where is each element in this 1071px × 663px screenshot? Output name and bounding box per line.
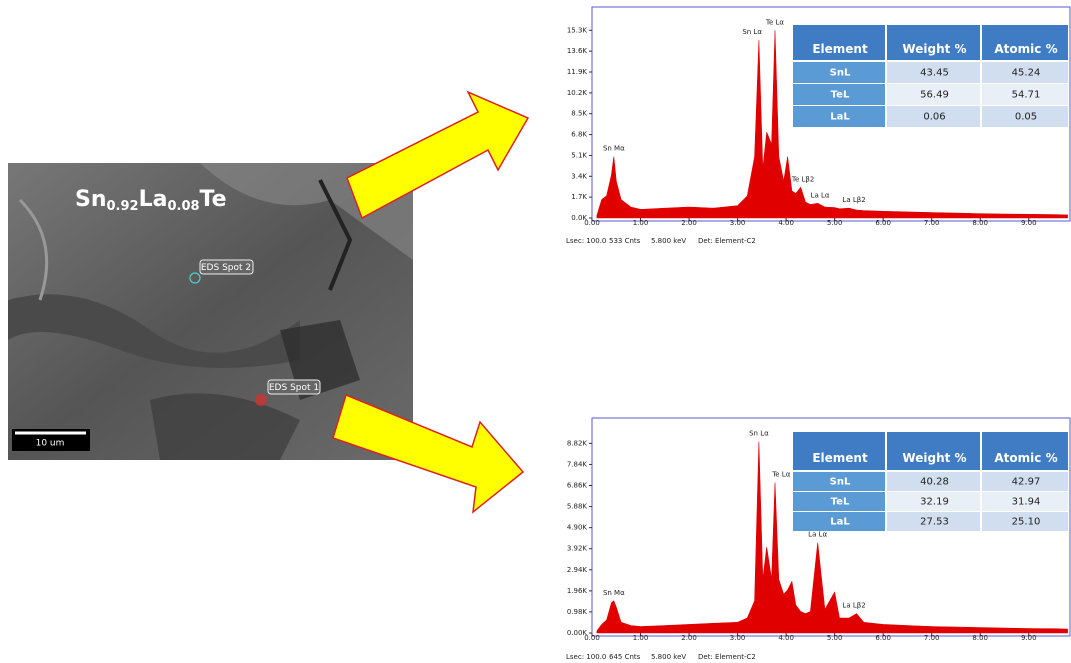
table-text: 43.45 <box>920 68 949 79</box>
footer-text: Det: Element-C2 <box>698 237 756 245</box>
y-tick-label: 8.82K <box>567 439 588 447</box>
table-header: Element <box>812 42 868 56</box>
footer-text: Lsec: 100.0 <box>566 653 606 661</box>
y-tick-label: 4.90K <box>567 524 588 532</box>
peak-label: Te Lα <box>771 471 791 479</box>
peak-label: Te Lα <box>765 18 785 26</box>
x-tick-label: 7.00 <box>924 634 940 642</box>
page: Sn0.92La0.08Te EDS Spot 2 EDS Spot 1 10 … <box>0 0 1071 663</box>
table-text: 31.94 <box>1012 497 1041 508</box>
x-tick-label: 9.00 <box>1021 634 1037 642</box>
scale-bar-label: 10 um <box>36 439 65 449</box>
table-text: TeL <box>831 90 850 101</box>
peak-label: Sn Mα <box>603 589 625 597</box>
table-text: LaL <box>830 517 850 528</box>
y-tick-label: 6.86K <box>567 482 588 490</box>
x-tick-label: 1.00 <box>633 634 649 642</box>
table-text: TeL <box>831 497 850 508</box>
table-header: Weight % <box>902 451 966 465</box>
y-tick-label: 1.96K <box>567 587 588 595</box>
x-tick-label: 5.00 <box>827 219 843 227</box>
footer-text: Lsec: 100.0 <box>566 237 606 245</box>
x-tick-label: 2.00 <box>681 219 697 227</box>
y-tick-label: 7.84K <box>567 460 588 468</box>
table-text: 0.05 <box>1015 112 1037 123</box>
spot-label: EDS Spot 1 <box>269 383 319 393</box>
formula-part: 0.92 <box>107 199 139 214</box>
x-tick-label: 8.00 <box>972 634 988 642</box>
figure: Sn0.92La0.08Te EDS Spot 2 EDS Spot 1 10 … <box>0 0 1071 663</box>
peak-label: La Lβ2 <box>842 196 865 204</box>
x-tick-label: 0.00 <box>584 219 600 227</box>
y-tick-label: 8.5K <box>571 110 587 118</box>
y-tick-label: 10.2K <box>567 89 588 97</box>
table-text: 54.71 <box>1012 90 1041 101</box>
table-text: SnL <box>830 477 851 488</box>
table-header: Weight % <box>902 42 966 56</box>
x-tick-label: 6.00 <box>875 219 891 227</box>
y-tick-label: 5.88K <box>567 503 588 511</box>
arrow <box>347 92 528 218</box>
formula: Sn0.92La0.08Te <box>75 187 227 214</box>
table-text: SnL <box>830 68 851 79</box>
x-tick-label: 0.00 <box>584 634 600 642</box>
y-tick-label: 5.1K <box>571 151 587 159</box>
x-tick-label: 9.00 <box>1021 219 1037 227</box>
formula-part: Te <box>200 187 227 212</box>
y-tick-label: 13.6K <box>567 47 588 55</box>
spot-label: EDS Spot 2 <box>201 263 251 273</box>
peak-label: La Lβ2 <box>842 602 865 610</box>
x-tick-label: 8.00 <box>972 219 988 227</box>
x-tick-label: 6.00 <box>875 634 891 642</box>
footer-text: 5.800 keV <box>651 653 686 661</box>
formula-part: Sn <box>75 187 107 212</box>
formula-part: 0.08 <box>167 199 199 214</box>
formula-part: La <box>139 187 168 212</box>
y-tick-label: 1.7K <box>571 193 587 201</box>
x-tick-label: 4.00 <box>778 219 794 227</box>
y-tick-label: 3.92K <box>567 545 588 553</box>
peak-label: Sn Lα <box>742 28 762 36</box>
y-tick-label: 15.3K <box>567 26 588 34</box>
peak-label: La Lα <box>808 531 827 539</box>
table-text: 42.97 <box>1012 477 1041 488</box>
peak-label: Te Lβ2 <box>791 175 814 183</box>
y-tick-label: 0.98K <box>567 608 588 616</box>
footer-text: Det: Element-C2 <box>698 653 756 661</box>
table-text: LaL <box>830 112 850 123</box>
table-header: Element <box>812 451 868 465</box>
y-tick-label: 2.94K <box>567 566 588 574</box>
x-tick-label: 3.00 <box>730 219 746 227</box>
x-tick-label: 3.00 <box>730 634 746 642</box>
x-tick-label: 2.00 <box>681 634 697 642</box>
x-tick-label: 5.00 <box>827 634 843 642</box>
table-text: 40.28 <box>920 477 949 488</box>
table-text: 56.49 <box>920 90 949 101</box>
table-text: 25.10 <box>1012 517 1041 528</box>
peak-label: Sn Lα <box>749 430 769 438</box>
x-tick-label: 7.00 <box>924 219 940 227</box>
footer-text: 645 Cnts <box>609 653 641 661</box>
peak-label: Sn Mα <box>603 145 625 153</box>
y-tick-label: 6.8K <box>571 131 587 139</box>
table-text: 0.06 <box>923 112 945 123</box>
footer-text: 5.800 keV <box>651 237 686 245</box>
y-tick-label: 3.4K <box>571 172 587 180</box>
table-header: Atomic % <box>994 451 1057 465</box>
y-tick-label: 11.9K <box>567 68 588 76</box>
table-text: 27.53 <box>920 517 949 528</box>
peak-label: La Lα <box>811 191 830 199</box>
x-tick-label: 4.00 <box>778 634 794 642</box>
table-text: 32.19 <box>920 497 949 508</box>
table-header: Atomic % <box>994 42 1057 56</box>
table-text: 45.24 <box>1012 68 1041 79</box>
footer-text: 533 Cnts <box>609 237 641 245</box>
x-tick-label: 1.00 <box>633 219 649 227</box>
